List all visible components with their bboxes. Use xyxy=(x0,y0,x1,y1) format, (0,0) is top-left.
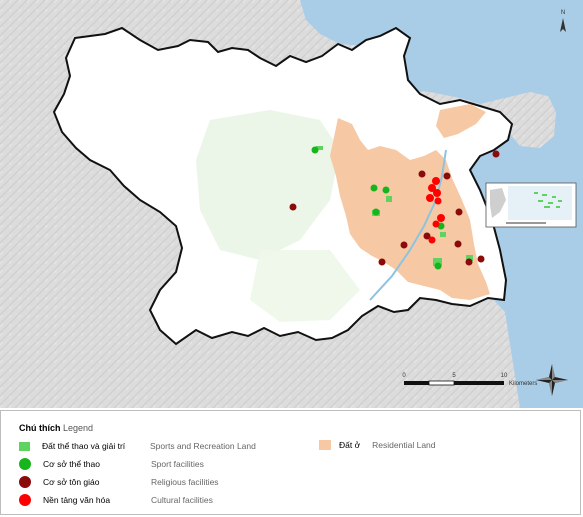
sea xyxy=(300,0,583,408)
legend-item-sport-facilities: Cơ sở thể thao Sport facilities xyxy=(19,457,204,471)
religious-point xyxy=(400,241,408,249)
north-label: N xyxy=(561,10,565,16)
cultural-point xyxy=(432,177,440,185)
legend-label-en: Sport facilities xyxy=(151,459,204,469)
sport-point xyxy=(382,186,390,194)
religious-point xyxy=(465,258,473,266)
legend-label-en: Cultural facilities xyxy=(151,495,213,505)
cultural-point xyxy=(428,236,436,244)
scale-tick-5: 5 xyxy=(452,373,456,379)
legend-label-en: Sports and Recreation Land xyxy=(150,441,256,451)
legend-title: Chú thích Legend xyxy=(19,423,93,433)
religious-point xyxy=(492,150,500,158)
religious-point xyxy=(423,232,431,240)
map: N 0 5 10 Kilometers xyxy=(0,0,583,408)
north-arrow-icon: N xyxy=(560,10,566,32)
sport-point xyxy=(370,184,378,192)
legend-title-vi: Chú thích xyxy=(19,423,61,433)
religious-point xyxy=(289,203,297,211)
legend-label-en: Religious facilities xyxy=(151,477,219,487)
religious-point xyxy=(443,172,451,180)
scale-bar: 0 5 10 Kilometers xyxy=(402,373,537,387)
legend-item-cultural-facilities: Nền tảng văn hóa Cultural facilities xyxy=(19,493,213,507)
legend-label-en: Residential Land xyxy=(372,440,436,450)
residential-land xyxy=(330,118,490,300)
land-use-tint xyxy=(196,110,340,260)
cultural-facility-dot-icon xyxy=(19,494,31,506)
scale-tick-10: 10 xyxy=(501,373,508,379)
religious-facility-dot-icon xyxy=(19,476,31,488)
legend-label-vi: Đất thể thao và giải trí xyxy=(42,441,126,451)
sport-point xyxy=(434,262,442,270)
scale-tick-0: 0 xyxy=(402,373,406,379)
land-use-tint-2 xyxy=(250,250,360,322)
sports-land-swatch-icon xyxy=(19,441,30,451)
religious-point xyxy=(418,170,426,178)
religious-point xyxy=(378,258,386,266)
residential-swatch-icon xyxy=(319,440,331,450)
sport-facility-dot-icon xyxy=(19,458,31,470)
scale-unit: Kilometers xyxy=(509,381,537,387)
religious-point xyxy=(477,255,485,263)
legend-label-vi: Cơ sở thể thao xyxy=(43,459,100,469)
sport-point xyxy=(311,146,319,154)
legend-label-vi: Nền tảng văn hóa xyxy=(43,495,111,505)
legend: Chú thích Legend Đất thể thao và giải tr… xyxy=(0,410,581,515)
cultural-point xyxy=(432,220,440,228)
religious-facility-points xyxy=(289,150,500,266)
religious-point xyxy=(454,240,462,248)
legend-label-vi: Cơ sở tôn giáo xyxy=(43,477,100,487)
cultural-point xyxy=(437,214,445,222)
legend-item-sports-land: Đất thể thao và giải trí Sports and Recr… xyxy=(19,439,256,453)
legend-item-religious-facilities: Cơ sở tôn giáo Religious facilities xyxy=(19,475,219,489)
cultural-point xyxy=(433,189,441,197)
compass-rose-icon xyxy=(536,364,568,396)
religious-point xyxy=(455,208,463,216)
cultural-facility-points xyxy=(426,177,445,244)
river xyxy=(369,149,447,301)
residential-land-east xyxy=(436,104,486,138)
legend-item-residential: Đất ở Residential Land xyxy=(319,438,436,452)
legend-label-vi: Đất ở xyxy=(339,440,361,450)
cultural-point xyxy=(426,194,434,202)
legend-title-en: Legend xyxy=(63,423,94,433)
inset-map xyxy=(485,182,577,228)
sport-point xyxy=(372,208,380,216)
cultural-point xyxy=(434,197,442,205)
cultural-point xyxy=(428,184,436,192)
